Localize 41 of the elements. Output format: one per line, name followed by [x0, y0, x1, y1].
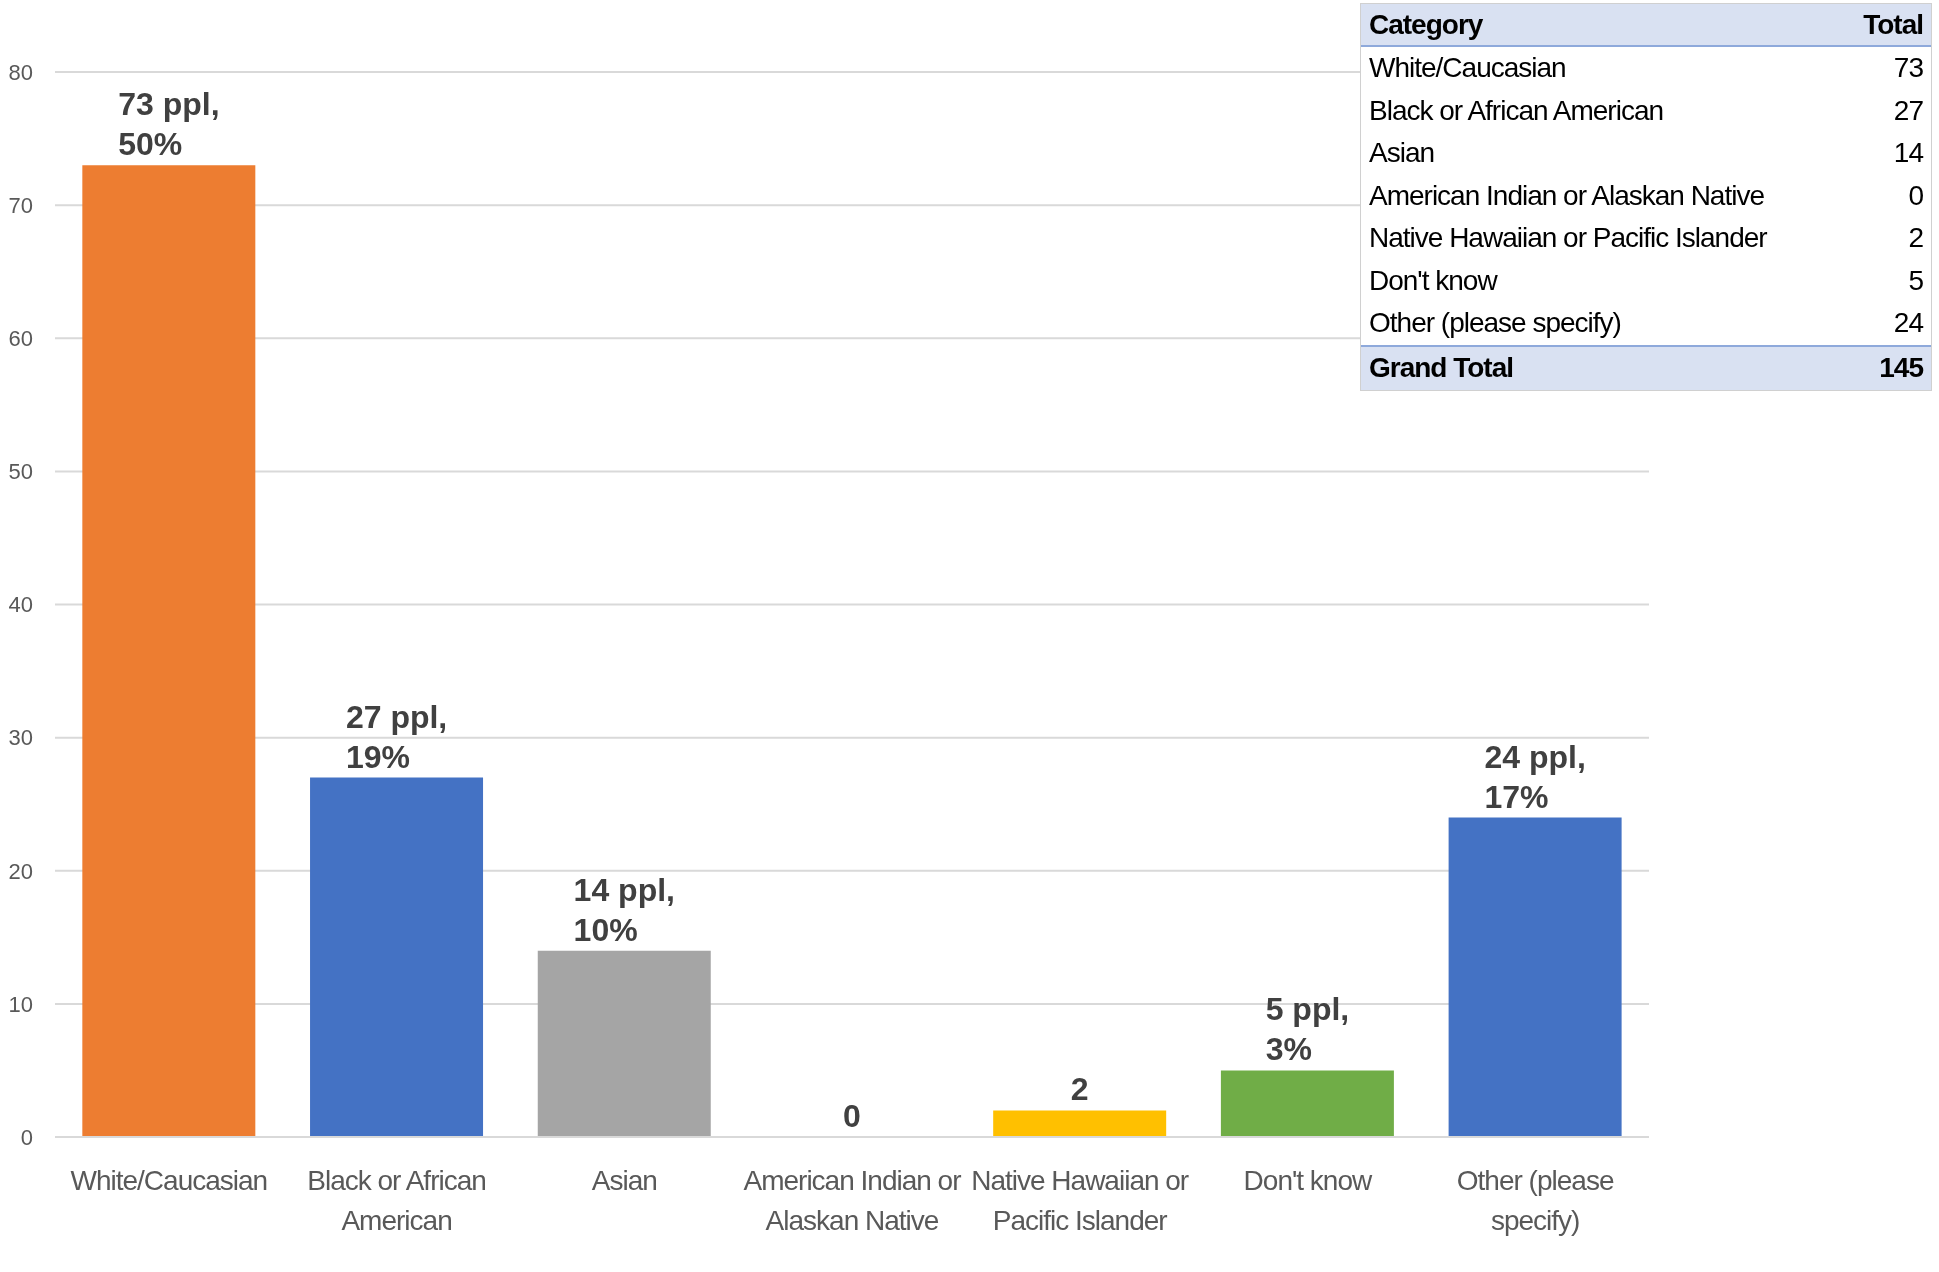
- category-label: Asian: [1369, 137, 1435, 169]
- text: Category: [1369, 8, 1483, 40]
- y-tick-label: 20: [8, 858, 33, 884]
- y-tick-label: 50: [8, 459, 33, 485]
- y-tick-label: 10: [8, 991, 33, 1017]
- data-label: 0: [843, 1098, 861, 1134]
- category-label: Other (please specify): [1369, 307, 1621, 339]
- y-tick-label: 60: [8, 326, 33, 352]
- annotation: Grand Total: [1369, 352, 1514, 383]
- category-label: American Indian or Alaskan Native: [1369, 179, 1764, 211]
- category-label: Native Hawaiian or Pacific Islander: [1369, 222, 1767, 254]
- text: 5: [1908, 264, 1923, 296]
- text: 73: [1893, 52, 1923, 84]
- text: 14: [1893, 137, 1923, 169]
- data-label: 5 ppl, 3%: [1265, 991, 1350, 1068]
- y-tick-label: 40: [8, 592, 33, 618]
- text: 0: [1908, 179, 1923, 211]
- text: 24: [1893, 307, 1923, 339]
- data-label: 14 ppl, 10%: [573, 871, 675, 948]
- data-label: 24 ppl, 17%: [1484, 738, 1586, 815]
- text: 2: [1908, 222, 1923, 254]
- y-tick-label: 30: [8, 725, 33, 751]
- x-tick-label: Other (please specify): [1456, 1165, 1614, 1236]
- category-label: Black or African American: [1369, 94, 1664, 126]
- data-label: 73 ppl, 50%: [118, 86, 220, 163]
- x-tick-label: Don't know: [1243, 1165, 1374, 1196]
- data-label: 2: [1070, 1071, 1089, 1108]
- y-tick-label: 0: [20, 1124, 33, 1150]
- category-label: Don't know: [1369, 264, 1497, 296]
- x-tick-label: Asian: [591, 1165, 657, 1196]
- category-label: White/Caucasian: [1369, 52, 1566, 84]
- x-tick-label: Native Hawaiian or Pacific Islander: [971, 1165, 1189, 1236]
- x-tick-label: White/Caucasian: [70, 1165, 268, 1196]
- data-label: 27 ppl, 19%: [345, 698, 448, 775]
- y-tick-label: 80: [8, 59, 33, 85]
- x-tick-label: American Indian or Alaskan Native: [743, 1165, 962, 1236]
- x-tick-label: Black or African American: [307, 1165, 486, 1236]
- text: 145: [1879, 352, 1923, 383]
- text: Total: [1863, 8, 1923, 40]
- y-tick-label: 70: [8, 192, 33, 218]
- text: 27: [1893, 94, 1923, 126]
